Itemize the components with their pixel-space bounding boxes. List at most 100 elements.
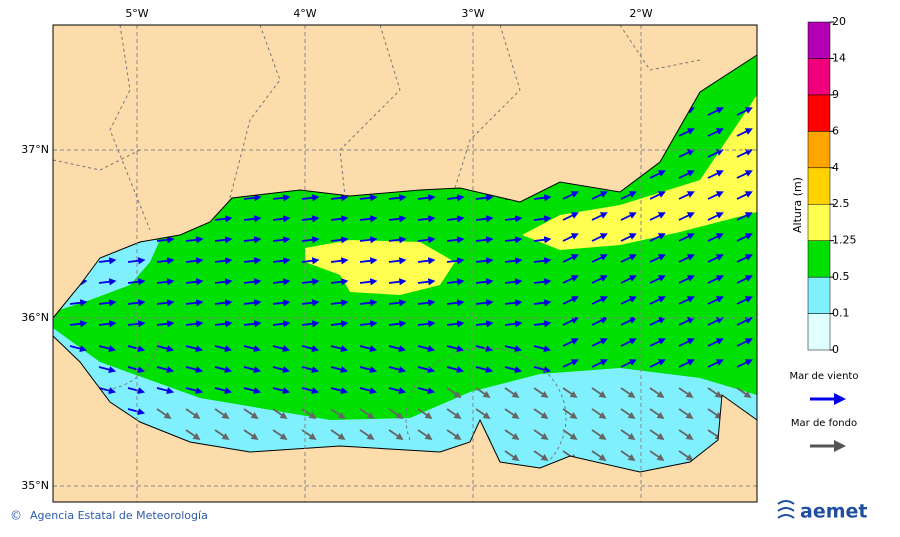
wave-arrow [707, 149, 724, 158]
wave-arrow [707, 338, 724, 347]
wave-arrow [649, 359, 666, 368]
wave-arrow [359, 320, 378, 328]
colorbar-bin [807, 240, 831, 278]
wave-arrow [417, 194, 436, 202]
wave-arrow [533, 278, 552, 286]
wave-arrow [330, 320, 349, 328]
wave-arrow [98, 320, 117, 328]
wave-arrow [620, 191, 637, 200]
wave-arrow [678, 233, 695, 242]
colorbar-label: 2.5 [832, 197, 850, 210]
wave-arrow [98, 278, 117, 286]
wave-arrow [388, 408, 404, 419]
wave-arrow [504, 429, 520, 440]
wave-arrow [649, 254, 666, 263]
wave-arrow [707, 254, 724, 263]
wave-arrow [243, 408, 259, 419]
wave-arrow [301, 320, 320, 328]
wave-arrow [359, 408, 375, 419]
wave-arrow [417, 366, 436, 374]
wave-arrow [388, 345, 407, 353]
wave-arrow [214, 257, 233, 265]
colorbar-bin [807, 58, 831, 96]
wave-arrow [562, 296, 579, 305]
wave-arrow [736, 149, 753, 158]
wave-arrow [562, 387, 578, 398]
wave-arrow [301, 345, 320, 353]
wave-arrow [156, 320, 175, 328]
wave-arrow [156, 387, 175, 395]
wave-arrow [649, 212, 666, 221]
borders [52, 24, 701, 461]
wave-arrow [330, 366, 349, 374]
wave-arrow [243, 215, 262, 223]
wave-arrow [649, 233, 666, 242]
wave-arrow [417, 408, 433, 419]
wave-arrow [330, 408, 346, 419]
wave-arrow [533, 236, 552, 244]
wave-arrow [388, 299, 407, 307]
wave-arrow [359, 387, 378, 395]
wave-arrow [649, 170, 666, 179]
wave-arrow [388, 320, 407, 328]
lon-label: 3°W [461, 7, 484, 20]
wave-arrow [127, 257, 146, 265]
wave-arrow [214, 387, 233, 395]
wave-arrow [736, 254, 753, 263]
wave-arrow [562, 233, 579, 242]
wave-arrow [591, 408, 607, 419]
wave-arrow [446, 345, 465, 353]
lat-label: 36°N [21, 311, 49, 324]
wave-arrow [301, 366, 320, 374]
wave-arrow [127, 387, 146, 395]
zone-yellow [522, 95, 757, 250]
wave-arrow [504, 387, 520, 398]
lon-label: 2°W [629, 7, 652, 20]
wave-arrow [330, 236, 349, 244]
wave-arrow [446, 215, 465, 223]
wave-arrow [359, 215, 378, 223]
wave-arrow [272, 257, 291, 265]
wave-arrow [649, 191, 666, 200]
wave-arrow [388, 429, 404, 440]
wave-arrow [475, 299, 494, 307]
wave-arrow [620, 450, 636, 461]
wave-arrow [620, 387, 636, 398]
colorbar-label: 1.25 [832, 234, 857, 247]
wave-arrow [678, 170, 695, 179]
wave-arrow [533, 408, 549, 419]
wave-arrow [243, 278, 262, 286]
wave-arrow [736, 212, 753, 221]
wave-arrow [446, 320, 465, 328]
wave-arrow [620, 429, 636, 440]
wave-arrow [243, 320, 262, 328]
wave-arrow [243, 387, 262, 395]
legend-label: Mar de viento [790, 371, 859, 382]
wave-arrow [620, 317, 637, 326]
wave-arrow [591, 275, 608, 284]
wave-arrow [475, 257, 494, 265]
wave-arrow [417, 429, 433, 440]
wave-arrow [591, 450, 607, 461]
wave-arrow [214, 408, 230, 419]
wave-arrow [707, 128, 724, 137]
colorbar-label: 0.1 [832, 307, 850, 320]
wave-arrow [475, 408, 491, 419]
wave-arrow [417, 299, 436, 307]
wave-arrow [475, 387, 491, 398]
wave-arrow [272, 387, 291, 395]
wave-arrow [591, 296, 608, 305]
wave-arrow [214, 320, 233, 328]
wave-arrow [707, 107, 724, 116]
wave-arrow [417, 257, 436, 265]
wave-arrow [678, 359, 695, 368]
wave-arrow [272, 345, 291, 353]
wave-arrow [301, 236, 320, 244]
wave-arrow [504, 215, 523, 223]
wave-arrow [475, 345, 494, 353]
wave-arrow [475, 215, 494, 223]
wave-arrow [243, 257, 262, 265]
wave-arrow [562, 212, 579, 221]
wave-arrow [330, 299, 349, 307]
wave-arrow [388, 257, 407, 265]
